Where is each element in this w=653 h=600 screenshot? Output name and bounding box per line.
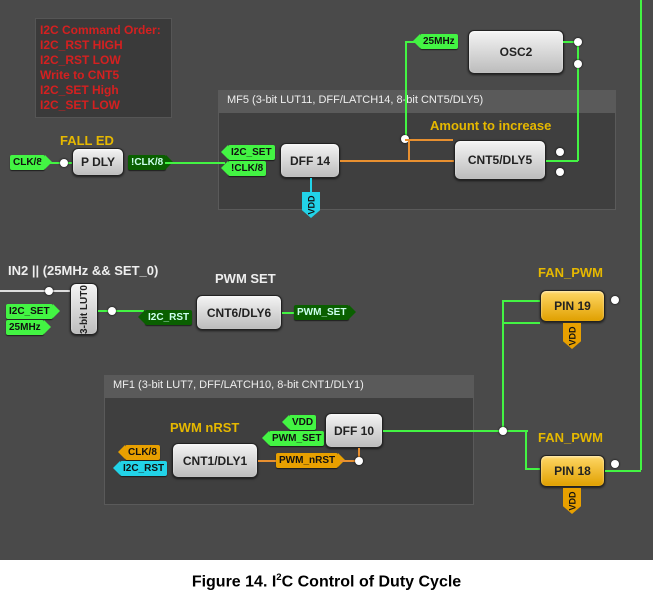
- node-dot: [60, 159, 68, 167]
- pdly-block: P DLY: [72, 148, 124, 176]
- wire: [502, 300, 504, 430]
- osc2-block: OSC2: [468, 30, 564, 74]
- cmd-line: I2C_RST HIGH: [40, 38, 161, 53]
- wire: [405, 139, 453, 141]
- wire: [405, 41, 420, 43]
- tag-25mhz-b: 25MHz: [6, 320, 44, 335]
- dff10-label: DFF 10: [334, 424, 374, 438]
- cmd-line: I2C_RST LOW: [40, 53, 161, 68]
- wire: [640, 0, 642, 470]
- pin18-label: PIN 18: [554, 464, 591, 478]
- node-dot: [45, 287, 53, 295]
- vdd-label: VDD: [567, 491, 577, 510]
- wire: [502, 300, 540, 302]
- diagram-canvas: I2C Command Order: I2C_RST HIGH I2C_RST …: [0, 0, 653, 560]
- vdd-flag: VDD: [302, 192, 320, 218]
- tag-vdd-in: VDD: [289, 415, 316, 430]
- wire: [405, 41, 407, 139]
- cnt1-label: CNT1/DLY1: [183, 454, 247, 468]
- node-dot: [108, 307, 116, 315]
- cmd-line: I2C_SET LOW: [40, 98, 161, 113]
- wire: [577, 41, 579, 161]
- node-dot: [574, 60, 582, 68]
- mf1-header: MF1 (3-bit LUT7, DFF/LATCH10, 8-bit CNT1…: [105, 376, 473, 398]
- mf5-header: MF5 (3-bit LUT11, DFF/LATCH14, 8-bit CNT…: [219, 91, 615, 113]
- tag-nclk8: !CLK/8: [128, 155, 166, 170]
- cmd-line: I2C_SET High: [40, 83, 161, 98]
- caption-suffix: C Control of Duty Cycle: [282, 573, 462, 590]
- tag-i2c-rst: I2C_RST: [145, 310, 192, 325]
- wire: [605, 470, 641, 472]
- cnt6-label: CNT6/DLY6: [207, 306, 271, 320]
- vdd-label: VDD: [306, 195, 316, 214]
- cmd-title: I2C Command Order:: [40, 23, 161, 38]
- tag-i2c-set: I2C_SET: [228, 145, 275, 160]
- tag-25mhz: 25MHz: [420, 34, 458, 49]
- wire: [340, 160, 455, 162]
- annot-pwm-set: PWM SET: [215, 271, 276, 286]
- annot-fan-pwm1: FAN_PWM: [538, 265, 603, 280]
- i2c-command-box: I2C Command Order: I2C_RST HIGH I2C_RST …: [35, 18, 172, 118]
- annot-fan-pwm2: FAN_PWM: [538, 430, 603, 445]
- tag-nclk8b: !CLK/8: [228, 161, 266, 176]
- tag-i2c-rst2: I2C_RST: [120, 461, 167, 476]
- cnt6-block: CNT6/DLY6: [196, 295, 282, 330]
- node-dot: [355, 457, 363, 465]
- pdly-label: P DLY: [81, 155, 115, 169]
- wire: [525, 468, 540, 470]
- node-dot: [611, 460, 619, 468]
- node-dot: [556, 168, 564, 176]
- osc2-label: OSC2: [500, 45, 533, 59]
- wire: [165, 162, 225, 164]
- figure-caption: Figure 14. I2C Control of Duty Cycle: [0, 572, 653, 591]
- cnt5-block: CNT5/DLY5: [454, 140, 546, 180]
- cnt5-label: CNT5/DLY5: [468, 153, 532, 167]
- wire: [408, 139, 410, 161]
- vdd-label: VDD: [567, 326, 577, 345]
- cnt1-block: CNT1/DLY1: [172, 443, 258, 478]
- annot-fall-ed: FALL ED: [60, 133, 114, 148]
- pin19-block: PIN 19: [540, 290, 605, 322]
- node-dot: [499, 427, 507, 435]
- tag-pwm-set: PWM_SET: [294, 305, 349, 320]
- tag-i2c-set2: I2C_SET: [6, 304, 53, 319]
- wire: [525, 430, 527, 470]
- wire: [546, 160, 578, 162]
- node-dot: [574, 38, 582, 46]
- lut0-label: 3-bit LUT0: [79, 285, 90, 334]
- node-dot: [556, 148, 564, 156]
- annot-in2: IN2 || (25MHz && SET_0): [8, 263, 158, 278]
- wire: [310, 178, 312, 193]
- tag-clk8b: CLK/8: [125, 445, 160, 460]
- vdd-flag: VDD: [563, 323, 581, 349]
- dff14-label: DFF 14: [290, 154, 330, 168]
- caption-prefix: Figure 14. I: [192, 573, 276, 590]
- tag-pwm-set2: PWM_SET: [269, 431, 324, 446]
- tag-pwm-nrst: PWM_nRST: [276, 453, 338, 468]
- annot-pwm-nrst: PWM nRST: [170, 420, 239, 435]
- lut0-block: 3-bit LUT0: [70, 283, 98, 335]
- cmd-line: Write to CNT5: [40, 68, 161, 83]
- pin18-block: PIN 18: [540, 455, 605, 487]
- wire: [502, 322, 540, 324]
- vdd-flag: VDD: [563, 488, 581, 514]
- pin19-label: PIN 19: [554, 299, 591, 313]
- dff14-block: DFF 14: [280, 143, 340, 178]
- node-dot: [611, 296, 619, 304]
- annot-amount-increase: Amount to increase: [430, 118, 551, 133]
- dff10-block: DFF 10: [325, 413, 383, 448]
- wire: [0, 290, 70, 292]
